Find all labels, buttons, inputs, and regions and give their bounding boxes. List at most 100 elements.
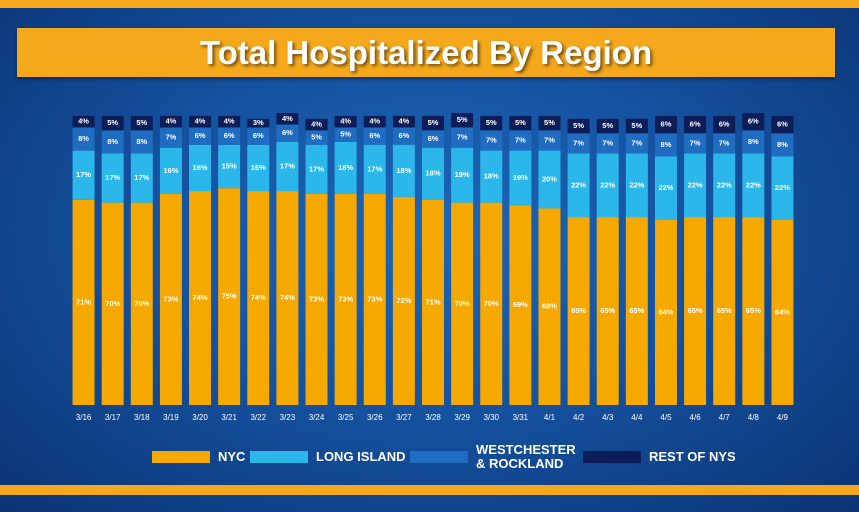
legend-label: NYC	[218, 449, 246, 464]
title-banner: Total Hospitalized By Region	[17, 28, 835, 77]
data-label: 4%	[398, 117, 409, 126]
data-label: 8%	[777, 140, 788, 149]
data-label: 8%	[107, 137, 118, 146]
data-label: 6%	[224, 131, 235, 140]
data-label: 65%	[746, 306, 761, 315]
x-tick-label: 3/19	[163, 413, 179, 422]
bar-segment	[654, 156, 677, 220]
data-label: 4%	[195, 117, 206, 126]
data-label: 65%	[571, 306, 586, 315]
data-label: 6%	[195, 131, 206, 140]
data-label: 17%	[309, 164, 324, 173]
data-label: 73%	[309, 294, 324, 303]
bar-segment	[276, 113, 299, 125]
x-tick-label: 3/18	[134, 413, 150, 422]
bar-segment	[567, 118, 590, 134]
bar-segment	[742, 130, 765, 154]
data-label: 6%	[690, 120, 701, 129]
data-label: 65%	[600, 306, 615, 315]
bar-segment	[596, 133, 619, 154]
x-tick-label: 3/23	[280, 413, 296, 422]
data-label: 71%	[76, 297, 91, 306]
bottom-strip	[0, 485, 859, 495]
bar-segment	[625, 153, 648, 218]
bar-segment	[305, 130, 328, 145]
bar-segment	[713, 153, 736, 218]
data-label: 70%	[134, 299, 149, 308]
bar-segment	[684, 153, 707, 218]
data-label: 6%	[253, 131, 264, 140]
bar-segment	[538, 130, 561, 151]
data-label: 16%	[251, 163, 266, 172]
data-label: 7%	[515, 135, 526, 144]
bar-segment	[684, 133, 707, 154]
bar-segment	[218, 115, 241, 128]
data-label: 8%	[661, 140, 672, 149]
bar-segment	[684, 115, 707, 134]
data-label: 64%	[658, 307, 673, 316]
data-label: 22%	[746, 180, 761, 189]
bar-segment	[596, 118, 619, 134]
bar-segment	[72, 127, 95, 151]
data-label: 5%	[602, 121, 613, 130]
bar-segment	[567, 153, 590, 218]
data-label: 17%	[280, 161, 295, 170]
data-label: 22%	[658, 183, 673, 192]
data-label: 6%	[777, 120, 788, 129]
bar-segment	[422, 199, 444, 405]
bar-segment	[334, 115, 357, 128]
legend-item: NYC	[152, 444, 245, 470]
bar-segment	[305, 144, 328, 194]
bar-segment	[480, 115, 503, 131]
bar-segment	[247, 118, 270, 128]
bar-segment	[538, 115, 561, 131]
bar-segment	[363, 127, 386, 145]
bar-segment	[567, 133, 590, 154]
bar-segment	[159, 193, 182, 405]
bar-segment	[480, 130, 503, 151]
bar-segment	[567, 217, 590, 405]
data-label: 65%	[629, 306, 644, 315]
bar-segment	[654, 133, 677, 157]
data-label: 70%	[105, 299, 120, 308]
legend-label: LONG ISLAND	[316, 449, 406, 464]
x-tick-label: 3/29	[454, 413, 470, 422]
data-label: 19%	[455, 170, 470, 179]
data-label: 22%	[600, 180, 615, 189]
data-label: 7%	[573, 138, 584, 147]
data-label: 68%	[542, 302, 557, 311]
data-label: 17%	[134, 173, 149, 182]
data-label: 70%	[455, 299, 470, 308]
bar-segment	[771, 115, 794, 134]
bar-segment	[189, 127, 212, 145]
data-label: 8%	[748, 137, 759, 146]
data-label: 22%	[717, 180, 732, 189]
bar-segment	[218, 188, 241, 405]
bar-segment	[159, 127, 182, 148]
bar-segment	[713, 217, 736, 405]
data-label: 15%	[222, 161, 237, 170]
data-label: 6%	[369, 131, 380, 140]
bar-segment	[72, 199, 95, 405]
data-label: 73%	[338, 294, 353, 303]
x-tick-label: 4/1	[544, 413, 556, 422]
chart-title: Total Hospitalized By Region	[199, 33, 653, 71]
x-tick-label: 3/20	[192, 413, 208, 422]
data-label: 22%	[629, 180, 644, 189]
x-tick-label: 4/3	[602, 413, 614, 422]
bar-segment	[538, 150, 561, 209]
data-label: 7%	[165, 133, 176, 142]
x-tick-label: 3/16	[76, 413, 92, 422]
bar-segment	[422, 130, 444, 148]
data-label: 4%	[78, 117, 89, 126]
legend-label: WESTCHESTER & ROCKLAND	[476, 442, 576, 471]
bar-segment	[247, 127, 270, 145]
bar-segment	[72, 150, 95, 200]
bar-segment	[654, 219, 677, 405]
x-tick-label: 4/8	[748, 413, 760, 422]
data-label: 4%	[224, 117, 235, 126]
data-label: 20%	[542, 174, 557, 183]
bar-segment	[771, 133, 794, 157]
x-tick-label: 3/21	[221, 413, 237, 422]
